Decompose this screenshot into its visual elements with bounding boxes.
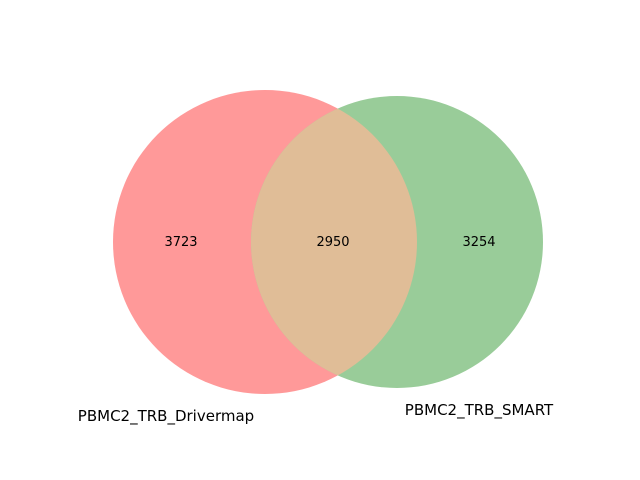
intersection-count: 2950	[316, 235, 349, 250]
right-only-count: 3254	[462, 235, 495, 250]
left-only-count: 3723	[164, 235, 197, 250]
set-label-smart: PBMC2_TRB_SMART	[405, 401, 554, 420]
intersection-region	[251, 96, 417, 388]
set-label-drivermap: PBMC2_TRB_Drivermap	[78, 407, 254, 426]
